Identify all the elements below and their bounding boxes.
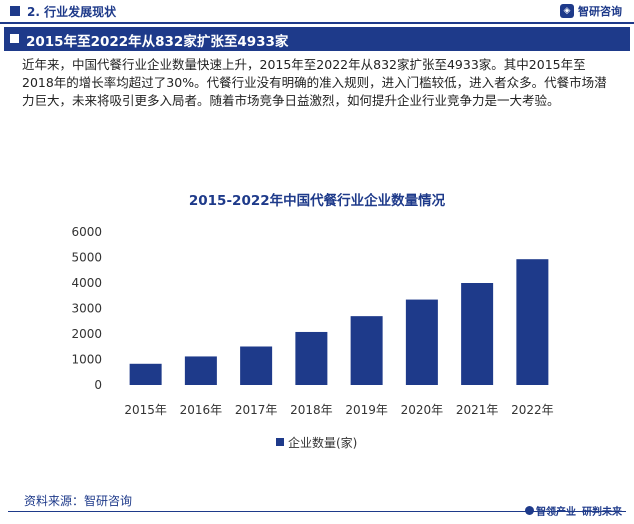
legend-swatch <box>276 438 284 446</box>
legend: 企业数量(家) <box>276 435 357 450</box>
top-bar: 2. 行业发展现状 ◈ 智研咨询 <box>0 0 634 22</box>
y-tick-label: 1000 <box>71 353 102 367</box>
slogan-part2: 研判未来 <box>582 507 622 518</box>
x-tick-label: 2020年 <box>401 403 444 417</box>
bar <box>129 363 162 385</box>
bar <box>295 331 328 385</box>
bar <box>516 259 549 385</box>
slogan-dot-icon <box>525 506 534 515</box>
section-title: 2. 行业发展现状 <box>27 5 117 19</box>
slogan: 智领产业 研判未来 <box>525 503 622 518</box>
bar <box>240 346 273 385</box>
intro-paragraph: 近年来，中国代餐行业企业数量快速上升，2015年至2022年从832家扩张至49… <box>22 57 607 108</box>
x-tick-label: 2019年 <box>345 403 388 417</box>
slogan-part1: 智领产业 <box>525 503 576 518</box>
x-tick-label: 2016年 <box>180 403 223 417</box>
bar <box>405 299 438 385</box>
bar <box>350 316 383 385</box>
x-tick-label: 2018年 <box>290 403 333 417</box>
footer-divider <box>8 511 626 512</box>
brand-name: 智研咨询 <box>578 5 622 18</box>
section-marker-icon <box>10 6 20 16</box>
data-source: 资料来源：智研咨询 <box>24 494 133 508</box>
y-axis-ticks: 0 1000 2000 3000 4000 5000 6000 <box>71 225 102 392</box>
x-axis-labels: 2015年 2016年 2017年 2018年 2019年 2020年 2021年 2022年 <box>124 403 553 417</box>
banner-title: 2015年至2022年从832家扩张至4933家 <box>26 34 289 50</box>
zhiyan-logo-icon: ◈ <box>560 4 574 18</box>
brand-logo: ◈ 智研咨询 <box>560 3 622 19</box>
y-tick-label: 6000 <box>71 225 102 239</box>
x-tick-label: 2015年 <box>124 403 167 417</box>
y-tick-label: 2000 <box>71 327 102 341</box>
y-tick-label: 5000 <box>71 251 102 265</box>
bar <box>184 356 217 385</box>
x-tick-label: 2017年 <box>235 403 278 417</box>
y-tick-label: 0 <box>94 378 102 392</box>
headline-banner: 2015年至2022年从832家扩张至4933家 <box>4 27 630 51</box>
banner-marker-icon <box>10 34 19 43</box>
bar <box>461 283 494 385</box>
x-tick-label: 2022年 <box>511 403 554 417</box>
chart-title: 2015-2022年中国代餐行业企业数量情况 <box>188 193 446 209</box>
legend-label: 企业数量(家) <box>288 435 357 450</box>
y-tick-label: 4000 <box>71 276 102 290</box>
y-tick-label: 3000 <box>71 302 102 316</box>
bars <box>129 259 549 385</box>
header-divider <box>0 22 634 24</box>
x-tick-label: 2021年 <box>456 403 499 417</box>
